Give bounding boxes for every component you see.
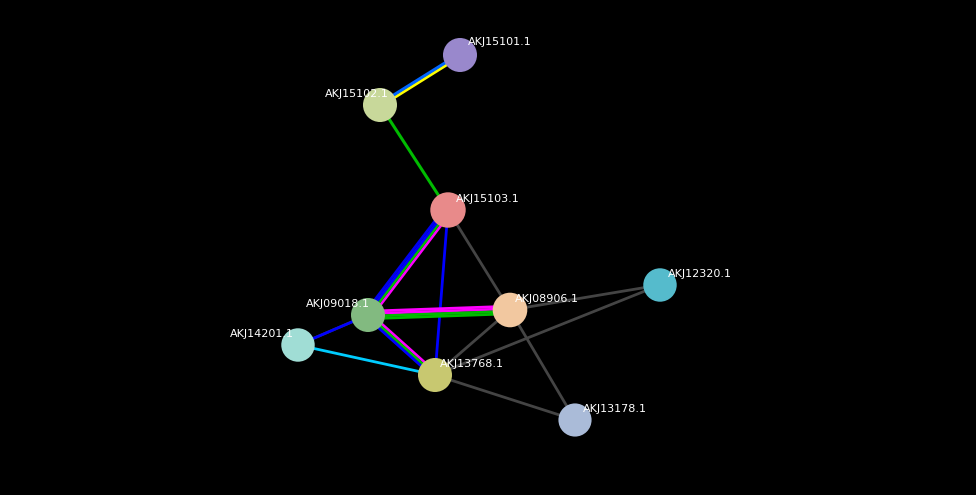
Text: AKJ15102.1: AKJ15102.1 (325, 89, 388, 99)
Text: AKJ09018.1: AKJ09018.1 (306, 299, 370, 309)
Text: AKJ15101.1: AKJ15101.1 (468, 37, 532, 47)
Point (452, 51, 468, 59)
Text: AKJ13178.1: AKJ13178.1 (583, 404, 647, 414)
Point (372, 101, 387, 109)
Text: AKJ13768.1: AKJ13768.1 (440, 359, 504, 369)
Point (567, 416, 583, 424)
Point (427, 371, 443, 379)
Point (440, 206, 456, 214)
Point (652, 281, 668, 289)
Text: AKJ12320.1: AKJ12320.1 (668, 269, 732, 279)
Text: AKJ14201.1: AKJ14201.1 (230, 329, 294, 339)
Text: AKJ15103.1: AKJ15103.1 (456, 194, 520, 204)
Point (503, 306, 518, 314)
Point (360, 311, 376, 319)
Text: AKJ08906.1: AKJ08906.1 (515, 294, 579, 304)
Point (290, 341, 305, 349)
